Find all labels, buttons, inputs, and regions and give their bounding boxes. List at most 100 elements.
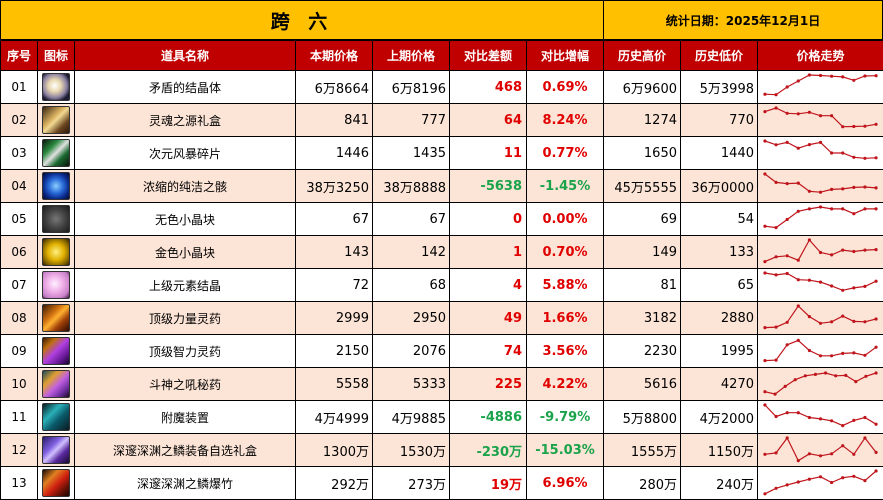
- history-low: 2880: [680, 301, 758, 335]
- history-low: 1150万: [680, 433, 758, 467]
- previous-price: 6万8196: [372, 70, 450, 104]
- row-number: 03: [0, 136, 38, 170]
- war-god-potion-icon: [42, 370, 70, 398]
- current-price: 1300万: [295, 433, 373, 467]
- history-low: 54: [680, 202, 758, 236]
- history-high: 1650: [603, 136, 681, 170]
- row-number: 10: [0, 367, 38, 401]
- price-trend-sparkline: [757, 268, 883, 302]
- table-row: 12 深邃深渊之鳞装备自选礼盒 1300万 1530万 -230万 -15.03…: [0, 433, 883, 467]
- item-name: 浓缩的纯洁之骸: [74, 169, 296, 203]
- price-trend-sparkline: [757, 103, 883, 137]
- item-name: 深邃深渊之鳞装备自选礼盒: [74, 433, 296, 467]
- abyss-firecracker-icon: [42, 469, 70, 497]
- current-price: 6万8664: [295, 70, 373, 104]
- price-diff: 64: [449, 103, 527, 137]
- item-name: 上级元素结晶: [74, 268, 296, 302]
- storm-shard-icon: [42, 139, 70, 167]
- col-header-trend: 价格走势: [757, 40, 883, 71]
- price-trend-sparkline: [757, 202, 883, 236]
- sparkline-chart: [763, 106, 878, 129]
- item-name: 矛盾的结晶体: [74, 70, 296, 104]
- stat-date: 统计日期：2025年12月1日: [665, 13, 821, 28]
- history-high: 6万9600: [603, 70, 681, 104]
- previous-price: 2950: [372, 301, 450, 335]
- item-name: 顶级智力灵药: [74, 334, 296, 368]
- price-diff: 0: [449, 202, 527, 236]
- sparkline-chart: [763, 304, 878, 330]
- current-price: 5558: [295, 367, 373, 401]
- price-diff: -4886: [449, 400, 527, 434]
- col-header-previous-price: 上期价格: [372, 40, 450, 71]
- price-change-pct: -1.45%: [526, 169, 604, 203]
- price-trend-sparkline: [757, 400, 883, 434]
- price-table: 序号 图标 道具名称 本期价格 上期价格 对比差额 对比增幅 历史高价 历史低价…: [0, 40, 883, 500]
- row-number: 11: [0, 400, 38, 434]
- item-name: 斗神之吼秘药: [74, 367, 296, 401]
- price-change-pct: 1.66%: [526, 301, 604, 335]
- current-price: 292万: [295, 466, 373, 500]
- table-row: 04 浓缩的纯洁之骸 38万3250 38万8888 -5638 -1.45% …: [0, 169, 883, 203]
- table-row: 01 矛盾的结晶体 6万8664 6万8196 468 0.69% 6万9600…: [0, 70, 883, 104]
- price-change-pct: 4.22%: [526, 367, 604, 401]
- history-high: 5万8800: [603, 400, 681, 434]
- previous-price: 1435: [372, 136, 450, 170]
- history-high: 149: [603, 235, 681, 269]
- previous-price: 67: [372, 202, 450, 236]
- history-high: 81: [603, 268, 681, 302]
- title-bar: 跨 六 统计日期：2025年12月1日: [0, 0, 883, 40]
- previous-price: 5333: [372, 367, 450, 401]
- previous-price: 4万9885: [372, 400, 450, 434]
- crystal-icon: [42, 73, 70, 101]
- current-price: 38万3250: [295, 169, 373, 203]
- price-change-pct: 0.77%: [526, 136, 604, 170]
- soul-box-icon: [42, 106, 70, 134]
- col-header-no: 序号: [0, 40, 38, 71]
- price-change-pct: 0.00%: [526, 202, 604, 236]
- price-diff: 468: [449, 70, 527, 104]
- item-name: 无色小晶块: [74, 202, 296, 236]
- sparkline-chart: [763, 172, 878, 194]
- current-price: 67: [295, 202, 373, 236]
- table-row: 05 无色小晶块 67 67 0 0.00% 69 54: [0, 202, 883, 236]
- previous-price: 142: [372, 235, 450, 269]
- price-change-pct: 3.56%: [526, 334, 604, 368]
- price-change-pct: 6.96%: [526, 466, 604, 500]
- table-row: 10 斗神之吼秘药 5558 5333 225 4.22% 5616 4270: [0, 367, 883, 401]
- price-trend-sparkline: [757, 433, 883, 467]
- sparkline-chart: [763, 403, 878, 428]
- table-row: 09 顶级智力灵药 2150 2076 74 3.56% 2230 1995: [0, 334, 883, 368]
- price-trend-sparkline: [757, 136, 883, 170]
- sparkline-chart: [763, 205, 878, 230]
- history-high: 1555万: [603, 433, 681, 467]
- price-trend-sparkline: [757, 235, 883, 269]
- sparkline-chart: [763, 338, 878, 363]
- price-trend-sparkline: [757, 301, 883, 335]
- current-price: 1446: [295, 136, 373, 170]
- history-low: 1995: [680, 334, 758, 368]
- row-number: 07: [0, 268, 38, 302]
- item-name: 次元风暴碎片: [74, 136, 296, 170]
- price-trend-sparkline: [757, 334, 883, 368]
- item-name: 金色小晶块: [74, 235, 296, 269]
- sparkline-chart: [763, 73, 878, 97]
- table-row: 03 次元风暴碎片 1446 1435 11 0.77% 1650 1440: [0, 136, 883, 170]
- price-trend-sparkline: [757, 367, 883, 401]
- history-high: 5616: [603, 367, 681, 401]
- history-high: 1274: [603, 103, 681, 137]
- previous-price: 273万: [372, 466, 450, 500]
- price-diff: 19万: [449, 466, 527, 500]
- col-header-low: 历史低价: [680, 40, 758, 71]
- row-number: 04: [0, 169, 38, 203]
- sparkline-chart: [763, 238, 878, 264]
- price-diff: 225: [449, 367, 527, 401]
- sparkline-chart: [763, 139, 878, 160]
- history-high: 2230: [603, 334, 681, 368]
- sparkline-chart: [763, 371, 878, 396]
- previous-price: 68: [372, 268, 450, 302]
- current-price: 841: [295, 103, 373, 137]
- intellect-elixir-icon: [42, 337, 70, 365]
- row-number: 08: [0, 301, 38, 335]
- history-low: 1440: [680, 136, 758, 170]
- history-high: 3182: [603, 301, 681, 335]
